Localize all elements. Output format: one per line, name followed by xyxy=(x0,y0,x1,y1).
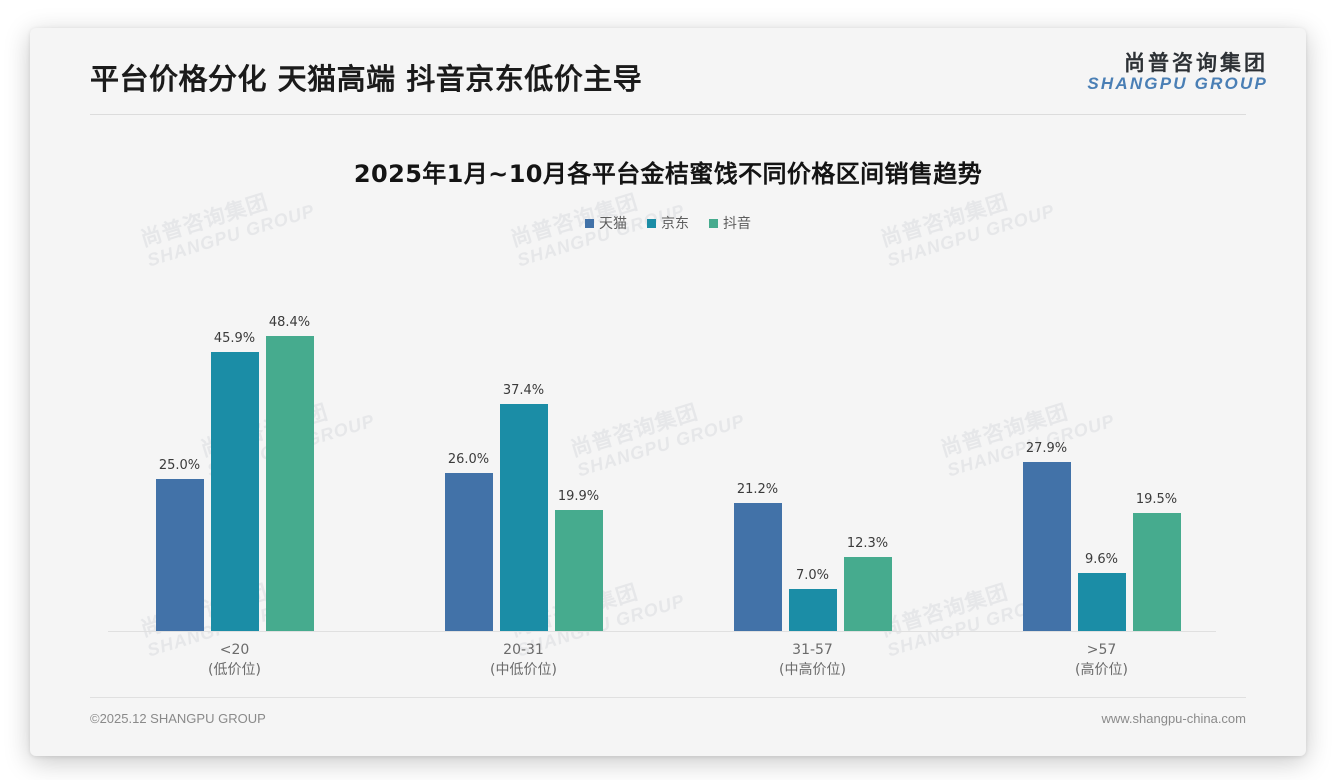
bar-京东-<20[interactable]: 45.9% xyxy=(210,260,259,632)
bar-value-label: 48.4% xyxy=(268,315,311,331)
bar-rect[interactable] xyxy=(1022,461,1071,632)
chart-legend: 天猫 京东 抖音 xyxy=(30,213,1306,233)
bar-抖音->57[interactable]: 19.5% xyxy=(1132,260,1181,632)
x-axis-range: 31-57 xyxy=(792,642,833,658)
bar-天猫-20-31[interactable]: 26.0% xyxy=(444,260,493,632)
bar-rect[interactable] xyxy=(1077,573,1126,632)
bar-rect[interactable] xyxy=(733,502,782,632)
x-axis-range: <20 xyxy=(219,642,250,658)
bar-value-label: 9.6% xyxy=(1084,552,1119,568)
x-axis-tier: (低价位) xyxy=(208,662,261,679)
bar-value-label: 45.9% xyxy=(213,330,256,346)
brand-logo: 尚普咨询集团 SHANGPU GROUP xyxy=(1087,52,1268,93)
x-axis-tick->57: >57 (高价位) xyxy=(957,640,1246,681)
footer-divider xyxy=(90,697,1246,698)
bar-天猫-<20[interactable]: 25.0% xyxy=(155,260,204,632)
bar-京东-31-57[interactable]: 7.0% xyxy=(788,260,837,632)
brand-name-cn: 尚普咨询集团 xyxy=(1124,51,1268,75)
bar-rect[interactable] xyxy=(1132,512,1181,632)
bar-抖音-<20[interactable]: 48.4% xyxy=(265,260,314,632)
bar-rect[interactable] xyxy=(554,510,603,632)
bar-group-<20: 25.0% 45.9% 48.4% xyxy=(90,260,379,632)
legend-swatch-icon xyxy=(585,218,594,228)
legend-item-天猫[interactable]: 天猫 xyxy=(585,213,627,233)
bar-group->57: 27.9% 9.6% 19.5% xyxy=(957,260,1246,632)
bar-抖音-31-57[interactable]: 12.3% xyxy=(843,260,892,632)
x-axis-labels: <20 (低价位) 20-31 (中低价位) 31-57 (中高价位) >57 (高价位) xyxy=(90,640,1246,681)
bar-天猫->57[interactable]: 27.9% xyxy=(1022,260,1071,632)
x-axis-tick-20-31: 20-31 (中低价位) xyxy=(379,640,668,681)
website-link[interactable]: www.shangpu-china.com xyxy=(1101,711,1246,726)
chart-baseline xyxy=(108,631,1216,632)
legend-label: 抖音 xyxy=(723,216,751,232)
legend-label: 天猫 xyxy=(599,216,627,232)
copyright-text: ©2025.12 SHANGPU GROUP xyxy=(90,711,266,726)
bar-value-label: 21.2% xyxy=(736,481,779,497)
bar-group-20-31: 26.0% 37.4% 19.9% xyxy=(379,260,668,632)
bar-rect[interactable] xyxy=(444,473,493,632)
bar-rect[interactable] xyxy=(843,556,892,632)
legend-item-抖音[interactable]: 抖音 xyxy=(709,213,751,233)
bar-value-label: 27.9% xyxy=(1025,440,1068,456)
bar-京东-20-31[interactable]: 37.4% xyxy=(499,260,548,632)
bar-value-label: 12.3% xyxy=(846,535,889,551)
legend-swatch-icon xyxy=(647,218,656,228)
bar-京东->57[interactable]: 9.6% xyxy=(1077,260,1126,632)
x-axis-tick-31-57: 31-57 (中高价位) xyxy=(668,640,957,681)
bar-value-label: 26.0% xyxy=(447,452,490,468)
bar-抖音-20-31[interactable]: 19.9% xyxy=(554,260,603,632)
header-divider xyxy=(90,114,1246,115)
chart-title: 2025年1月~10月各平台金桔蜜饯不同价格区间销售趋势 xyxy=(353,160,983,188)
bar-group-31-57: 21.2% 7.0% 12.3% xyxy=(668,260,957,632)
slide-card: 尚普咨询集团 SHANGPU GROUP 尚普咨询集团 SHANGPU GROUP 尚普… xyxy=(30,28,1306,756)
x-axis-tier: (中低价位) xyxy=(490,662,557,679)
bar-value-label: 37.4% xyxy=(502,382,545,398)
bar-value-label: 19.9% xyxy=(557,489,600,505)
bar-天猫-31-57[interactable]: 21.2% xyxy=(733,260,782,632)
bar-rect[interactable] xyxy=(210,351,259,632)
bar-rect[interactable] xyxy=(788,589,837,632)
page-title: 平台价格分化 天猫高端 抖音京东低价主导 xyxy=(90,62,643,96)
bar-value-label: 7.0% xyxy=(795,568,830,584)
x-axis-range: 20-31 xyxy=(503,642,544,658)
bar-value-label: 19.5% xyxy=(1135,491,1178,507)
bar-value-label: 25.0% xyxy=(158,458,201,474)
x-axis-tier: (高价位) xyxy=(1075,662,1128,679)
slide-header: 平台价格分化 天猫高端 抖音京东低价主导 尚普咨询集团 SHANGPU GROU… xyxy=(30,28,1306,116)
bar-rect[interactable] xyxy=(265,336,314,632)
legend-item-京东[interactable]: 京东 xyxy=(647,213,689,233)
bar-rect[interactable] xyxy=(499,403,548,632)
bar-groups: 25.0% 45.9% 48.4% 26.0% 37.4% 19.9% 21.2% 7.0% 1… xyxy=(90,260,1246,632)
chart-plot-area: 25.0% 45.9% 48.4% 26.0% 37.4% 19.9% 21.2% 7.0% 1… xyxy=(90,260,1246,632)
x-axis-tier: (中高价位) xyxy=(779,662,846,679)
legend-swatch-icon xyxy=(709,218,718,228)
bar-rect[interactable] xyxy=(155,479,204,632)
brand-name-en: SHANGPU GROUP xyxy=(1087,74,1268,94)
x-axis-tick-<20: <20 (低价位) xyxy=(90,640,379,681)
legend-label: 京东 xyxy=(661,216,689,232)
x-axis-range: >57 xyxy=(1086,642,1117,658)
